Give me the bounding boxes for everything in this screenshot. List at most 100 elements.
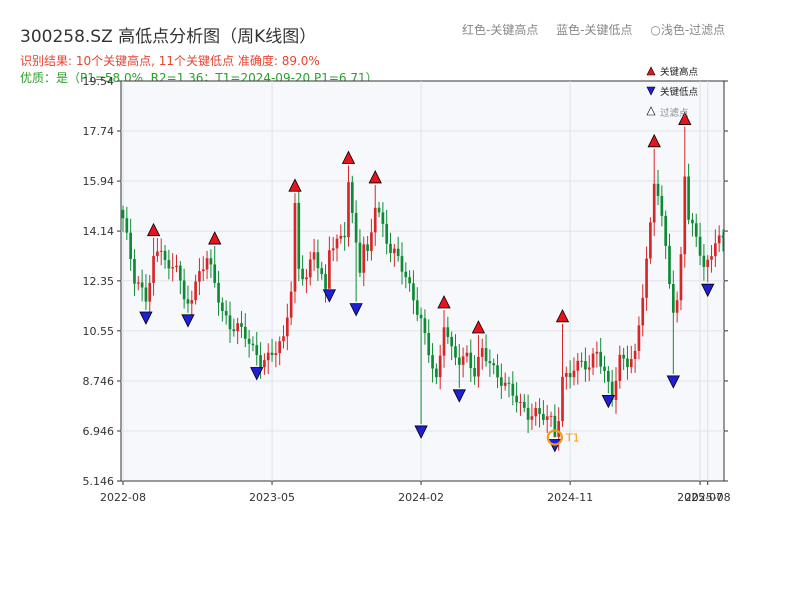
candle-body [446, 327, 450, 337]
candle-body [454, 346, 457, 358]
candle-body [263, 360, 266, 368]
t1-label: T1 [565, 432, 580, 445]
candle-body [186, 299, 190, 304]
header-legend-light: ○浅色-过滤点 [650, 23, 726, 37]
candle-body [282, 336, 285, 342]
candle-body [500, 377, 503, 386]
candle-body [270, 352, 274, 356]
key-low-marker [701, 283, 715, 298]
candle-body [484, 348, 488, 362]
result-summary: 识别结果: 10个关键高点, 11个关键低点 准确度: 89.0% [20, 54, 320, 68]
candle-body [331, 248, 335, 251]
legend-filtered-icon [646, 106, 656, 116]
key-low-marker [322, 289, 337, 303]
y-tick-label: 10.55 [83, 325, 115, 338]
candle-body [534, 408, 538, 417]
candle-body [328, 250, 331, 289]
candle-body [522, 401, 526, 408]
candle-body [133, 258, 136, 284]
candle-body [140, 282, 144, 288]
key-high-marker [647, 133, 661, 148]
candle-body [339, 235, 343, 239]
candle-body [423, 318, 427, 334]
chart-legend: 关键高点 关键低点 过滤点 [646, 66, 699, 119]
x-tick-label: 2022-08 [100, 491, 146, 504]
key-high-marker [288, 178, 302, 192]
key-high-marker [208, 231, 222, 245]
candle-body [121, 209, 125, 219]
candle-body [404, 271, 408, 278]
candle-body [507, 382, 511, 384]
y-tick-label: 6.946 [83, 425, 115, 438]
key-high-marker [368, 170, 382, 184]
candle-body [477, 356, 480, 377]
x-tick-label: 2023-05 [249, 491, 295, 504]
candle-body [266, 352, 270, 361]
key-high-marker [437, 295, 451, 309]
candle-body [285, 317, 289, 337]
candle-body [301, 268, 304, 280]
candle-body [343, 235, 346, 238]
candle-body [156, 251, 159, 257]
candle-body [637, 325, 641, 351]
candle-body [415, 300, 419, 315]
candle-body [526, 407, 530, 420]
candle-body [427, 333, 431, 356]
key-high-marker [146, 222, 161, 237]
candle-body [549, 415, 553, 417]
header-legend-blue: 蓝色-关键低点 [556, 23, 633, 37]
candle-body [431, 355, 434, 369]
y-tick-label: 5.146 [83, 475, 115, 488]
candle-body [488, 361, 492, 364]
candle-body [385, 223, 389, 244]
axis-layer: 5.146 6.946 8.746 10.55 12.35 14.14 15.94 17.74… [83, 75, 731, 504]
y-tick-label: 8.746 [83, 375, 115, 388]
candle-body [721, 235, 725, 238]
candle-body [305, 277, 308, 280]
key-low-marker [349, 303, 363, 317]
candle-body [568, 373, 572, 378]
candle-body [641, 297, 645, 326]
candle-body [194, 281, 197, 301]
candle-body [362, 244, 366, 273]
candle-body [255, 345, 259, 356]
candle-body [354, 212, 358, 243]
candle-body [496, 365, 499, 378]
candle-body [442, 327, 446, 356]
candle-body [393, 248, 396, 254]
candle-body [217, 282, 220, 303]
candle-body [358, 242, 362, 273]
candle-body [698, 236, 702, 256]
candle-body [243, 326, 247, 339]
candle-body [691, 219, 694, 224]
candle-body [144, 287, 148, 302]
candle-body [236, 323, 239, 332]
candle-body [626, 358, 629, 368]
candle-body [664, 215, 668, 246]
key-high-marker [678, 111, 692, 125]
candle-body [408, 277, 411, 284]
candle-body [614, 380, 618, 400]
candle-body [694, 223, 698, 237]
key-low-marker [666, 375, 680, 389]
candle-body [503, 382, 507, 386]
candle-body [649, 222, 652, 259]
legend-high-icon [646, 66, 656, 76]
candle-body [561, 376, 564, 422]
y-tick-label: 12.35 [83, 275, 115, 288]
candle-body [163, 250, 167, 261]
grid-layer [121, 81, 724, 481]
candle-body [400, 256, 404, 272]
candle-body [251, 343, 255, 346]
candle-body [457, 357, 461, 365]
x-tick-label: 2024-02 [398, 491, 444, 504]
candle-body [633, 350, 637, 360]
candle-body [366, 244, 369, 251]
candle-body [545, 416, 549, 420]
candle-body [247, 338, 251, 344]
candle-body [167, 260, 171, 269]
candle-body [335, 238, 339, 249]
candle-body [675, 300, 679, 313]
candle-body [213, 264, 217, 283]
candle-body [240, 323, 243, 327]
